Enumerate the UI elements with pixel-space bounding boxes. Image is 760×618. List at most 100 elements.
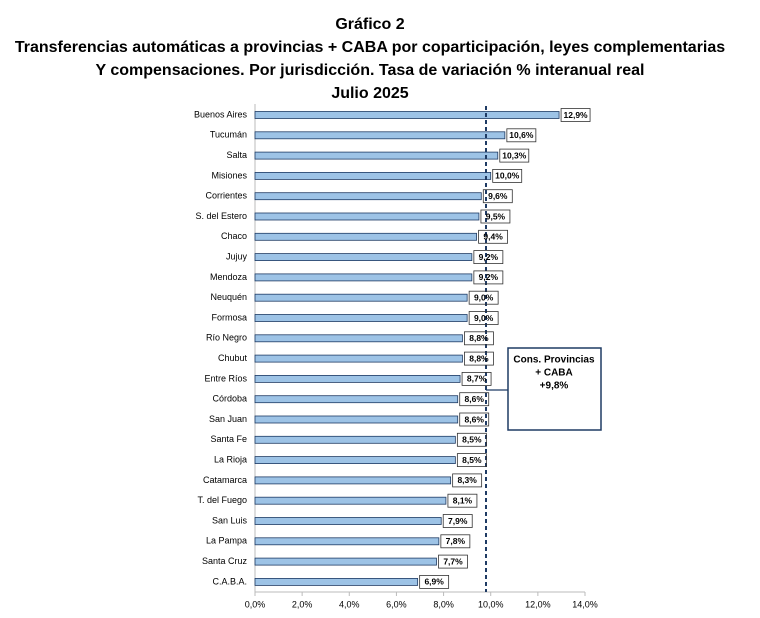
bar — [254, 456, 456, 465]
value-label: 10,6% — [509, 130, 534, 140]
value-label: 10,3% — [502, 150, 527, 160]
value-label-box — [459, 392, 490, 407]
x-tick-label: 14,0% — [572, 599, 598, 609]
value-label: 9,0% — [474, 313, 494, 323]
x-tick-label: 10,0% — [478, 599, 504, 609]
chart-title: Julio 2025 — [331, 85, 408, 102]
y-tick-label: Río Negro — [206, 333, 247, 343]
value-label-box — [452, 473, 483, 488]
bar — [254, 111, 560, 119]
y-tick-label: Formosa — [211, 312, 247, 322]
bar — [254, 354, 463, 363]
value-label-box — [464, 351, 494, 366]
x-tick-label: 8,0% — [433, 599, 454, 609]
bar — [254, 395, 459, 404]
value-label: 9,2% — [479, 272, 499, 282]
value-label: 6,9% — [424, 577, 444, 587]
y-tick-label: Chaco — [221, 231, 247, 241]
y-tick-label: Catamarca — [203, 475, 247, 485]
bar — [254, 314, 468, 322]
value-label-box — [438, 554, 468, 569]
y-tick-label: Neuquén — [210, 292, 247, 302]
value-label: 8,6% — [465, 394, 485, 404]
bar — [254, 557, 437, 566]
value-label-box — [456, 453, 487, 468]
value-label: 7,7% — [443, 556, 463, 566]
value-label: 7,9% — [448, 516, 468, 526]
bar — [254, 192, 482, 201]
y-tick-label: S. del Estero — [195, 211, 247, 221]
value-label: 8,5% — [462, 435, 482, 445]
bar — [254, 171, 492, 180]
y-tick-label: Buenos Aires — [194, 109, 248, 119]
value-label-box — [480, 209, 511, 224]
value-label-box — [447, 493, 478, 508]
y-tick-label: Salta — [226, 150, 247, 160]
x-tick-label: 12,0% — [525, 599, 551, 609]
value-label-box — [459, 412, 490, 427]
bar — [254, 435, 456, 444]
bar — [254, 151, 499, 160]
value-label: 9,0% — [474, 292, 494, 302]
value-label: 9,4% — [483, 232, 503, 242]
bar — [254, 537, 440, 546]
value-label: 8,5% — [462, 455, 482, 465]
y-tick-label: San Juan — [209, 414, 247, 424]
value-label: 8,8% — [469, 353, 489, 363]
value-label-box — [468, 290, 499, 305]
value-label-box — [473, 250, 504, 265]
bar — [254, 578, 419, 586]
y-tick-label: Misiones — [211, 170, 247, 180]
value-label-box — [461, 371, 492, 386]
y-tick-label: Santa Fe — [210, 434, 247, 444]
bar — [254, 496, 447, 505]
chart-title: Transferencias automáticas a provincias … — [15, 39, 725, 56]
y-tick-label: Santa Cruz — [202, 556, 248, 566]
annotation: + CABA — [535, 368, 573, 379]
bar — [254, 293, 468, 302]
y-tick-label: Chubut — [218, 353, 248, 363]
y-tick-label: La Rioja — [214, 454, 247, 464]
bar — [254, 334, 463, 343]
chart-title: Y compensaciones. Por jurisdicción. Tasa… — [96, 62, 645, 79]
value-label: 8,6% — [465, 414, 485, 424]
x-tick-label: 2,0% — [292, 599, 313, 609]
annotation: +9,8% — [540, 381, 569, 392]
value-label-box — [560, 108, 591, 122]
x-tick-label: 0,0% — [245, 599, 266, 609]
y-tick-label: La Pampa — [206, 536, 247, 546]
bar — [254, 212, 480, 221]
bar — [254, 517, 442, 525]
value-label-box — [499, 148, 530, 163]
value-label-box — [464, 331, 494, 346]
annotation-box — [507, 347, 602, 431]
value-label-box — [482, 189, 513, 204]
y-tick-label: Corrientes — [205, 191, 247, 201]
value-label-box — [478, 229, 508, 244]
value-label: 7,8% — [446, 536, 466, 546]
y-tick-label: Mendoza — [210, 272, 247, 282]
value-label: 9,5% — [486, 211, 506, 221]
y-tick-label: San Luis — [212, 515, 248, 525]
y-tick-label: Córdoba — [212, 394, 247, 404]
x-tick-label: 6,0% — [386, 599, 407, 609]
y-tick-label: Jujuy — [226, 251, 248, 261]
value-label-box — [468, 311, 499, 325]
chart-title: Gráfico 2 — [335, 16, 404, 33]
value-label: 9,2% — [479, 252, 499, 262]
y-tick-label: C.A.B.A. — [212, 576, 247, 586]
bar — [254, 253, 473, 262]
value-label-box — [442, 514, 473, 528]
bar — [254, 232, 477, 241]
value-label: 12,9% — [564, 110, 589, 120]
value-label: 8,1% — [453, 495, 473, 505]
bar — [254, 415, 459, 424]
bar — [254, 374, 461, 383]
y-tick-label: Entre Ríos — [204, 373, 247, 383]
y-tick-label: T. del Fuego — [197, 495, 247, 505]
value-label-box — [506, 128, 537, 143]
value-label-box — [492, 168, 523, 183]
value-label-box — [473, 270, 504, 285]
value-label: 9,6% — [488, 191, 508, 201]
